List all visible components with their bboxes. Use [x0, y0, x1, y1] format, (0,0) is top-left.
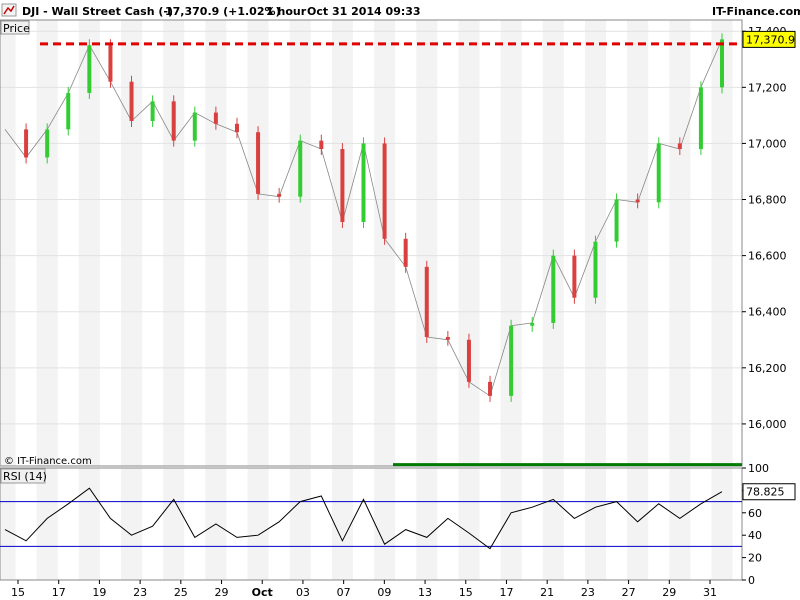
rsi-series: [4, 487, 723, 550]
day-band: [669, 20, 691, 466]
rsi-tick-label: 100: [748, 462, 769, 475]
x-tick-label: 25: [174, 586, 188, 599]
copyright-label: © IT-Finance.com: [4, 456, 92, 467]
x-tick-label: 17: [52, 586, 66, 599]
y-tick-label: 17,200: [748, 81, 787, 94]
day-band: [331, 468, 353, 580]
rsi-tag-box: [0, 468, 46, 484]
day-band: [542, 468, 564, 580]
day-band: [500, 468, 522, 580]
price-panel-frame: [0, 19, 743, 467]
last-value-label: 17,370.9: [746, 33, 795, 46]
x-tick-label: Oct: [252, 586, 273, 599]
header-icon: [1, 3, 17, 17]
day-band: [289, 20, 311, 466]
day-band: [120, 20, 143, 466]
y-tick-label: 16,600: [748, 250, 787, 263]
x-tick-label: 07: [337, 586, 351, 599]
day-band: [163, 468, 185, 580]
price-y-axis: 16,000 16,200 16,400 16,600 16,800 17,000 17,2…: [742, 25, 796, 431]
day-band: [120, 468, 143, 580]
day-band: [0, 20, 16, 466]
x-tick-label: 23: [581, 586, 595, 599]
x-tick-label: 21: [540, 586, 554, 599]
price-panel-bands: [0, 20, 733, 466]
day-band: [416, 468, 438, 580]
rsi-line: [4, 487, 723, 550]
day-band: [584, 468, 607, 580]
x-tick-label: 13: [418, 586, 432, 599]
last-quote: 17,370.9 (+1.02%): [165, 5, 281, 18]
header-bar: [0, 0, 800, 20]
day-band: [627, 20, 649, 466]
day-band: [289, 468, 311, 580]
day-band: [331, 20, 353, 466]
datetime-label: Oct 31 2014 09:33: [307, 5, 421, 18]
day-band: [542, 20, 564, 466]
rsi-tick-label: 40: [748, 529, 762, 542]
y-tick-label: 16,000: [748, 418, 787, 431]
chart-title: DJI - Wall Street Cash (-): [22, 5, 173, 18]
rsi-y-axis: 02040608010078.825: [742, 462, 796, 587]
day-band: [36, 468, 58, 580]
x-tick-label: 03: [296, 586, 310, 599]
x-tick-label: 23: [133, 586, 147, 599]
day-band: [669, 468, 691, 580]
day-band: [416, 20, 438, 466]
x-tick-label: 27: [622, 586, 636, 599]
y-tick-label: 17,000: [748, 137, 787, 150]
x-axis: 15 17 19 23 25 29 Oct 03 07 09 13 15 17 21 23 27 29 31: [11, 580, 717, 599]
day-band: [711, 468, 733, 580]
rsi-last-tag: [742, 483, 796, 501]
x-tick-label: 31: [703, 586, 717, 599]
day-band: [458, 468, 480, 580]
day-band: [36, 20, 58, 466]
price-series: [4, 33, 724, 402]
x-tick-label: 15: [11, 586, 25, 599]
price-panel-label: Price: [3, 22, 30, 35]
price-annotations: [40, 42, 742, 467]
interval-label: 1 hour: [266, 5, 307, 18]
y-tick-label: 16,200: [748, 362, 787, 375]
x-tick-label: 15: [459, 586, 473, 599]
day-band: [627, 468, 649, 580]
day-band: [711, 20, 733, 466]
rsi-last-label: 78.825: [746, 486, 785, 499]
rsi-tick-label: 0: [748, 574, 755, 587]
day-band: [0, 468, 16, 580]
day-band: [78, 20, 100, 466]
day-band: [78, 468, 100, 580]
y-tick-label: 16,800: [748, 194, 787, 207]
y-tick-label: 16,400: [748, 306, 787, 319]
day-band: [247, 468, 269, 580]
x-tick-label: 09: [377, 586, 391, 599]
x-tick-label: 17: [499, 586, 513, 599]
rsi-panel-label: RSI (14): [3, 470, 47, 483]
day-band: [205, 20, 227, 466]
x-tick-label: 29: [215, 586, 229, 599]
last-value-tag: [742, 30, 796, 48]
rsi-panel-frame: [0, 467, 743, 581]
price-tag-box: [0, 20, 30, 35]
day-band: [458, 20, 480, 466]
rsi-panel-bands: [0, 468, 733, 580]
rsi-band-lines: [0, 501, 742, 547]
day-band: [374, 468, 396, 580]
rsi-tick-label: 60: [748, 507, 762, 520]
rsi-tick-label: 20: [748, 552, 762, 565]
x-tick-label: 19: [92, 586, 106, 599]
brand-label: IT-Finance.com: [712, 5, 800, 18]
day-band: [247, 20, 269, 466]
day-band: [500, 20, 522, 466]
x-tick-label: 29: [662, 586, 676, 599]
